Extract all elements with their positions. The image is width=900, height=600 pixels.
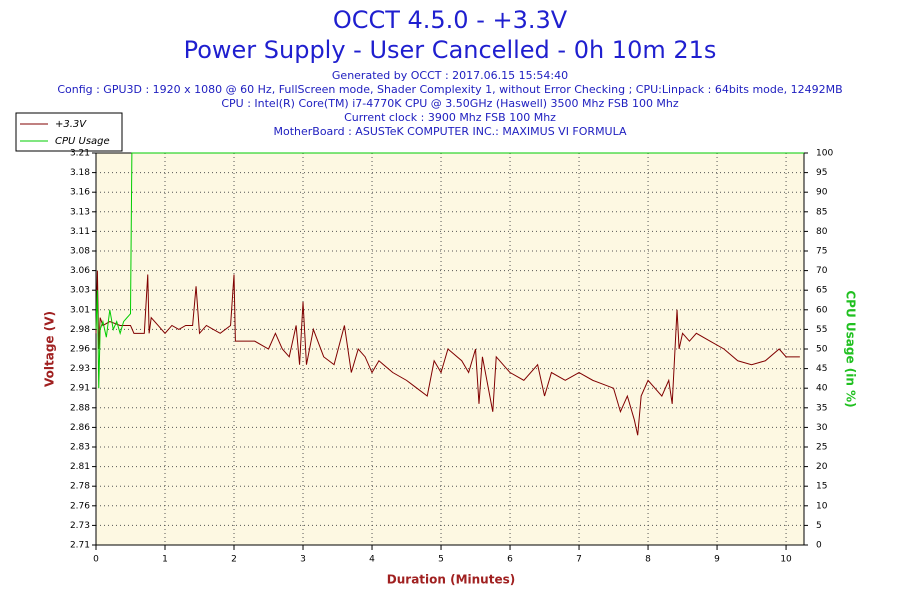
y-tick-label: 3.21	[70, 149, 90, 159]
legend-box	[15, 112, 123, 152]
legend-label: CPU Usage	[55, 136, 110, 147]
y-tick-label: 2.98	[70, 325, 90, 335]
y-tick-label: 2.93	[70, 364, 90, 374]
y2-tick-label: 0	[816, 541, 822, 551]
x-tick-label: 10	[780, 555, 792, 565]
x-tick-label: 2	[231, 555, 237, 565]
legend: +3.3V CPU Usage	[15, 112, 123, 152]
y-tick-label: 3.01	[70, 305, 90, 315]
series-line	[95, 270, 800, 436]
y2-tick-label: 35	[816, 403, 827, 413]
chart-subtitle: Power Supply - User Cancelled - 0h 10m 2…	[184, 36, 717, 64]
y-tick-label: 3.13	[70, 207, 90, 217]
info-line: Current clock : 3900 Mhz FSB 100 Mhz	[344, 111, 556, 124]
plot-area	[95, 152, 805, 546]
y2-tick-label: 65	[816, 286, 827, 296]
x-tick-label: 3	[300, 555, 306, 565]
info-line: MotherBoard : ASUSTeK COMPUTER INC.: MAX…	[273, 125, 627, 138]
y2-tick-label: 95	[816, 168, 827, 178]
y-tick-label: 2.73	[70, 521, 90, 531]
y2-tick-label: 80	[816, 227, 828, 237]
legend-label: +3.3V	[55, 119, 87, 130]
y2-tick-label: 55	[816, 325, 827, 335]
y2-tick-label: 60	[816, 305, 828, 315]
y-tick-label: 3.06	[70, 266, 90, 276]
y-axis-title: Voltage (V)	[43, 311, 57, 387]
y-tick-label: 2.71	[70, 541, 90, 551]
y-tick-label: 2.96	[70, 345, 90, 355]
y-tick-label: 3.11	[70, 227, 90, 237]
y-tick-label: 2.88	[70, 403, 90, 413]
y-tick-label: 3.03	[70, 286, 90, 296]
y-tick-label: 2.76	[70, 501, 90, 511]
y-tick-label: 2.86	[70, 423, 90, 433]
y2-tick-label: 50	[816, 345, 828, 355]
x-tick-label: 6	[507, 555, 513, 565]
y2-tick-label: 45	[816, 364, 827, 374]
y-tick-label: 2.91	[70, 384, 90, 394]
y2-tick-label: 75	[816, 247, 827, 257]
y-tick-label: 2.78	[70, 482, 90, 492]
x-tick-label: 7	[576, 555, 582, 565]
y2-tick-label: 25	[816, 443, 827, 453]
chart-title: OCCT 4.5.0 - +3.3V	[333, 6, 568, 34]
y-tick-label: 3.08	[70, 247, 90, 257]
x-tick-label: 1	[162, 555, 168, 565]
x-tick-label: 5	[438, 555, 444, 565]
y-tick-label: 3.18	[70, 168, 90, 178]
y-tick-label: 2.81	[70, 462, 90, 472]
y2-tick-label: 100	[816, 149, 833, 159]
x-axis-title: Duration (Minutes)	[387, 573, 515, 587]
x-tick-label: 4	[369, 555, 375, 565]
series-line	[95, 152, 804, 389]
x-tick-label: 0	[93, 555, 99, 565]
info-line: CPU : Intel(R) Core(TM) i7-4770K CPU @ 3…	[221, 97, 679, 110]
y2-tick-label: 90	[816, 188, 828, 198]
info-line: Generated by OCCT : 2017.06.15 15:54:40	[332, 69, 568, 82]
y2-tick-label: 15	[816, 482, 827, 492]
y2-tick-label: 85	[816, 207, 827, 217]
y2-axis-title: CPU Usage (in %)	[844, 290, 858, 407]
x-tick-label: 8	[645, 555, 651, 565]
y2-tick-label: 70	[816, 266, 828, 276]
x-tick-label: 9	[714, 555, 720, 565]
y2-tick-label: 5	[816, 521, 822, 531]
y-tick-label: 2.83	[70, 443, 90, 453]
y2-tick-label: 30	[816, 423, 828, 433]
y-tick-label: 3.16	[70, 188, 90, 198]
info-line: Config : GPU3D : 1920 x 1080 @ 60 Hz, Fu…	[57, 83, 842, 96]
y2-tick-label: 40	[816, 384, 828, 394]
y2-tick-label: 10	[816, 501, 828, 511]
y2-tick-label: 20	[816, 462, 828, 472]
